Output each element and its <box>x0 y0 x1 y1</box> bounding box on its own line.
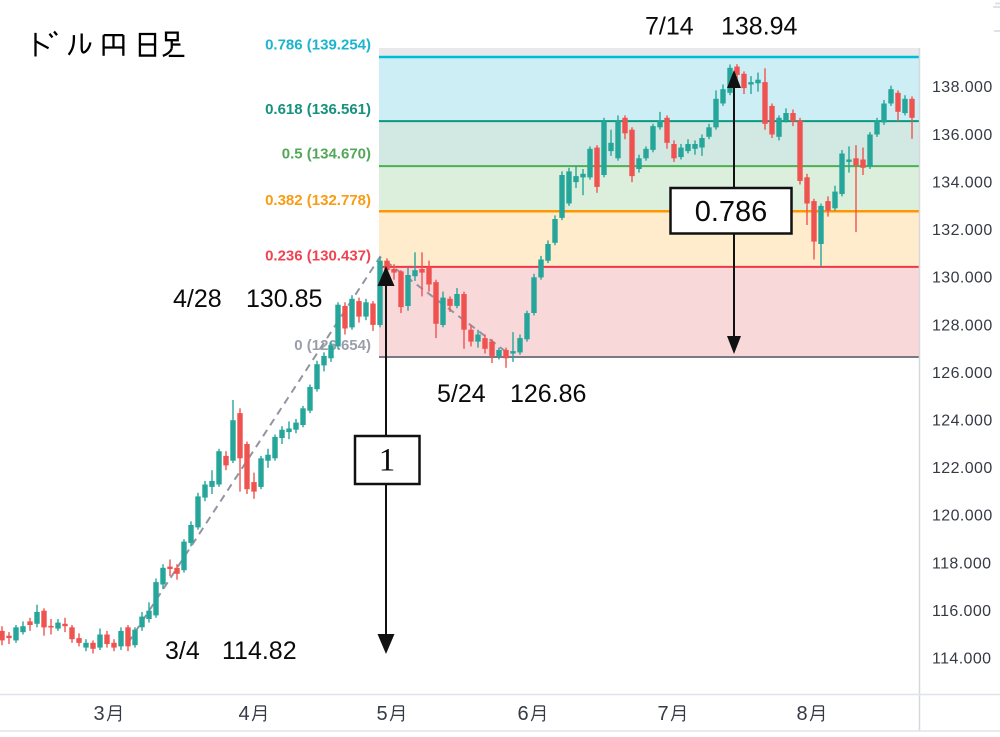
svg-text:134.000: 134.000 <box>932 174 993 191</box>
svg-text:5: 5 <box>377 703 388 725</box>
svg-text:8: 8 <box>797 703 808 725</box>
svg-text:1: 1 <box>379 443 396 479</box>
svg-text:138.94: 138.94 <box>721 13 798 41</box>
svg-text:4/28: 4/28 <box>173 285 222 313</box>
svg-text:114.000: 114.000 <box>932 651 991 668</box>
svg-text:126.86: 126.86 <box>510 380 586 408</box>
svg-text:132.000: 132.000 <box>932 222 993 239</box>
svg-text:122.000: 122.000 <box>932 460 993 477</box>
svg-text:0.382 (132.778): 0.382 (132.778) <box>265 192 371 209</box>
svg-text:0.786 (139.254): 0.786 (139.254) <box>265 37 371 54</box>
svg-text:116.000: 116.000 <box>932 603 991 620</box>
svg-text:130.000: 130.000 <box>932 270 993 287</box>
svg-text:128.000: 128.000 <box>932 317 993 334</box>
svg-text:114.82: 114.82 <box>222 637 297 665</box>
svg-text:120.000: 120.000 <box>932 508 993 525</box>
svg-text:118.000: 118.000 <box>932 555 991 572</box>
svg-text:6: 6 <box>518 703 529 725</box>
svg-text:0.5 (134.670): 0.5 (134.670) <box>282 146 371 163</box>
svg-text:126.000: 126.000 <box>932 365 993 382</box>
svg-text:0.236 (130.437): 0.236 (130.437) <box>265 248 371 265</box>
svg-text:5/24: 5/24 <box>437 380 486 408</box>
svg-text:0.618 (136.561): 0.618 (136.561) <box>265 101 371 118</box>
svg-text:130.85: 130.85 <box>246 285 322 313</box>
svg-text:124.000: 124.000 <box>932 413 993 430</box>
svg-text:138.000: 138.000 <box>932 79 993 96</box>
svg-text:4: 4 <box>239 703 250 725</box>
svg-text:3/4: 3/4 <box>165 637 200 665</box>
svg-text:7/14: 7/14 <box>645 13 694 41</box>
svg-text:3: 3 <box>94 703 105 725</box>
svg-text:7: 7 <box>658 703 669 725</box>
svg-text:136.000: 136.000 <box>932 127 993 144</box>
svg-text:0.786: 0.786 <box>695 196 768 228</box>
